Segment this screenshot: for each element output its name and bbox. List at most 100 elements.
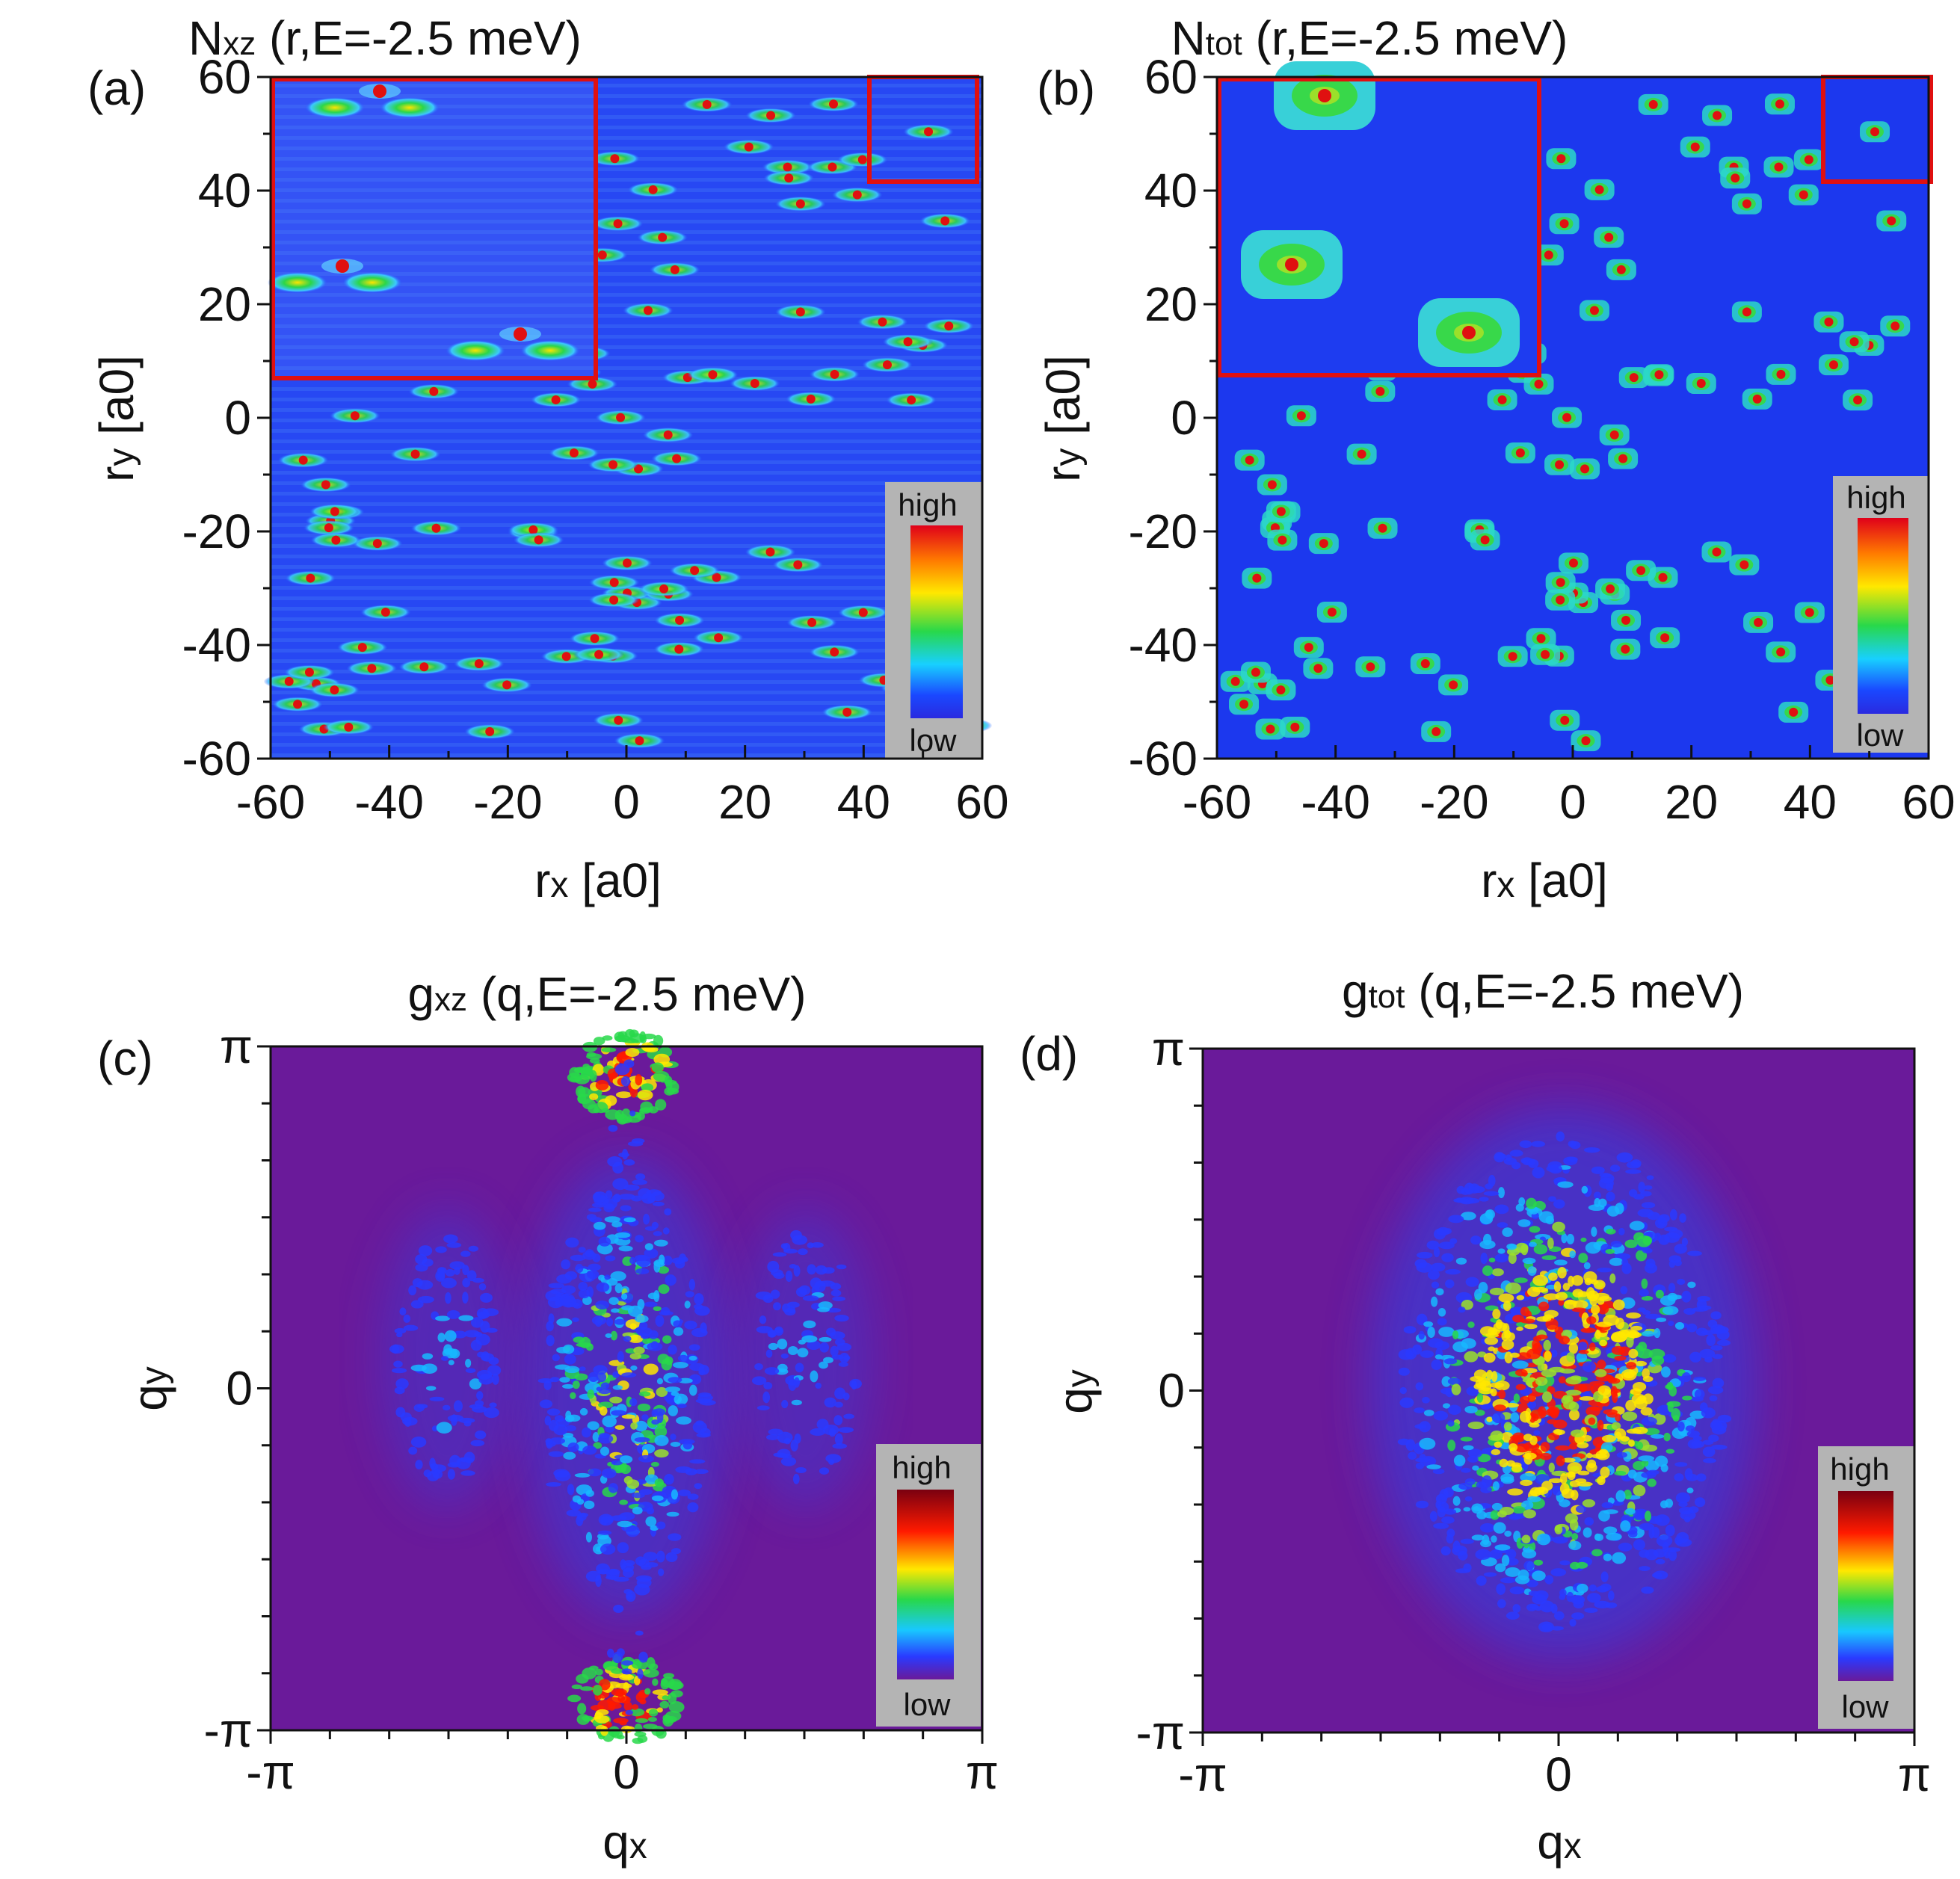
qpi-speckle — [653, 1070, 670, 1082]
qpi-speckle — [1675, 1492, 1691, 1504]
qpi-speckle — [1580, 1237, 1587, 1242]
qpi-speckle — [1504, 1530, 1512, 1537]
x-tick-label: -60 — [236, 775, 306, 829]
qpi-speckle — [1479, 1326, 1495, 1336]
qpi-speckle — [1467, 1455, 1479, 1463]
qpi-speckle — [1583, 1527, 1592, 1538]
qpi-speckle — [1499, 1458, 1508, 1468]
qpi-speckle — [1422, 1396, 1430, 1404]
qpi-speckle — [1467, 1321, 1475, 1328]
qpi-speckle — [608, 1703, 622, 1709]
qpi-speckle — [395, 1407, 406, 1418]
qpi-speckle — [464, 1330, 480, 1338]
qpi-speckle — [763, 1382, 773, 1390]
qpi-speckle — [611, 1308, 620, 1313]
y-tick-label: -20 — [182, 505, 252, 558]
impurity-marker — [1541, 650, 1550, 659]
qpi-speckle — [605, 1190, 613, 1199]
impurity-marker — [1251, 667, 1260, 677]
qpi-speckle — [684, 1320, 697, 1330]
qpi-speckle — [611, 1221, 623, 1228]
qpi-speckle — [685, 1291, 694, 1298]
qpi-speckle — [1573, 1300, 1588, 1309]
qpi-speckle — [661, 1678, 668, 1685]
impurity-marker — [1776, 647, 1786, 657]
qpi-speckle — [1710, 1420, 1722, 1431]
qpi-speckle — [1596, 1321, 1613, 1327]
qpi-speckle — [601, 1047, 617, 1052]
qpi-speckle — [1541, 1623, 1553, 1632]
impurity-marker — [1636, 566, 1646, 576]
impurity-marker — [944, 321, 954, 331]
qpi-speckle — [1628, 1189, 1638, 1197]
qpi-speckle — [612, 1371, 620, 1378]
qpi-speckle — [1640, 1407, 1653, 1416]
qpi-speckle — [630, 1422, 638, 1430]
qpi-speckle — [764, 1367, 780, 1375]
qpi-speckle — [648, 1106, 659, 1114]
qpi-speckle — [1529, 1603, 1538, 1610]
qpi-speckle — [1571, 1307, 1586, 1312]
qpi-speckle — [635, 1630, 644, 1636]
qpi-speckle — [653, 1306, 662, 1312]
qpi-speckle — [1656, 1317, 1667, 1322]
qpi-speckle — [598, 1401, 614, 1409]
qpi-speckle — [1704, 1357, 1713, 1363]
qpi-speckle — [1440, 1387, 1455, 1395]
qpi-speckle — [1405, 1348, 1417, 1360]
qpi-speckle — [593, 1221, 606, 1230]
qpi-speckle — [1585, 1348, 1600, 1355]
panel-d-colorbar-low: low — [1841, 1689, 1889, 1724]
qpi-speckle — [1522, 1377, 1535, 1383]
qpi-speckle — [633, 1346, 645, 1354]
qpi-speckle — [468, 1245, 479, 1252]
qpi-speckle — [1550, 1349, 1558, 1358]
qpi-speckle — [1483, 1233, 1492, 1246]
qpi-speckle — [1561, 1232, 1568, 1244]
qpi-speckle — [1440, 1546, 1451, 1556]
qpi-speckle — [469, 1378, 482, 1389]
impurity-marker — [514, 327, 527, 341]
qpi-speckle — [620, 1293, 628, 1300]
qpi-speckle — [1562, 1283, 1571, 1291]
qpi-speckle — [403, 1324, 419, 1331]
impurity-marker — [1267, 480, 1277, 490]
qpi-speckle — [1465, 1277, 1479, 1287]
qpi-speckle — [1503, 1422, 1512, 1431]
qpi-speckle — [1403, 1326, 1417, 1334]
qpi-speckle — [768, 1329, 776, 1338]
qpi-speckle — [1399, 1397, 1414, 1408]
qpi-speckle — [1453, 1454, 1466, 1466]
qpi-speckle — [634, 1724, 643, 1733]
qpi-speckle — [1520, 1479, 1533, 1487]
qpi-speckle — [792, 1235, 808, 1245]
qpi-speckle — [429, 1396, 445, 1401]
qpi-speckle — [830, 1283, 842, 1290]
qpi-speckle — [1709, 1395, 1718, 1401]
qpi-speckle — [780, 1353, 789, 1359]
impurity-marker — [1536, 634, 1546, 644]
qpi-speckle — [1476, 1392, 1484, 1403]
qpi-speckle — [1588, 1417, 1596, 1425]
impurity-marker — [610, 154, 620, 164]
impurity-marker — [1648, 99, 1658, 109]
qpi-speckle — [688, 1384, 697, 1396]
qpi-speckle — [629, 1708, 645, 1717]
qpi-speckle — [1598, 1510, 1610, 1522]
qpi-speckle — [598, 1274, 605, 1281]
qpi-speckle — [1471, 1185, 1485, 1194]
impurity-marker — [485, 726, 495, 736]
impurity-marker — [429, 386, 439, 396]
qpi-speckle — [826, 1327, 836, 1336]
qpi-speckle — [583, 1500, 595, 1510]
qpi-speckle — [1524, 1324, 1538, 1330]
qpi-speckle — [1463, 1563, 1472, 1573]
qpi-speckle — [1615, 1490, 1626, 1502]
qpi-speckle — [1427, 1269, 1440, 1280]
x-tick-label: 20 — [718, 775, 771, 829]
impurity-marker — [1327, 608, 1337, 617]
qpi-speckle — [1620, 1436, 1630, 1442]
panel-a-colorbar-high: high — [898, 487, 957, 522]
qpi-speckle — [1594, 1369, 1607, 1377]
qpi-speckle — [437, 1333, 446, 1342]
